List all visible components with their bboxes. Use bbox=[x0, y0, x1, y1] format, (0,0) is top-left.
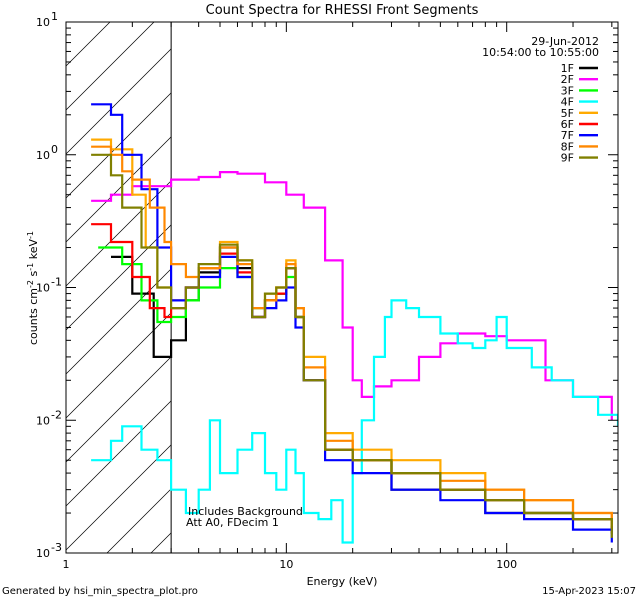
legend-label: 7F bbox=[561, 129, 574, 142]
footer-generated-by: Generated by hsi_min_spectra_plot.pro bbox=[2, 586, 198, 597]
series-4f bbox=[91, 299, 618, 544]
series-5f bbox=[91, 138, 613, 526]
y-tick-label: 10 bbox=[36, 547, 50, 560]
legend-label: 5F bbox=[561, 107, 574, 120]
legend-label: 6F bbox=[561, 118, 574, 131]
hatch-line bbox=[66, 400, 172, 507]
time-range-label: 10:54:00 to 10:55:00 bbox=[482, 46, 599, 59]
legend-label: 2F bbox=[561, 73, 574, 86]
y-axis-label: counts cm-2 s-1 keV-1 bbox=[26, 231, 41, 345]
series-8f bbox=[91, 145, 613, 526]
legend-label: 3F bbox=[561, 84, 574, 97]
hatch-line bbox=[66, 444, 172, 551]
hatch-line bbox=[66, 22, 155, 111]
legend-label: 9F bbox=[561, 152, 574, 165]
y-tick-label: 10 bbox=[36, 16, 50, 29]
x-axis-label: Energy (keV) bbox=[307, 575, 378, 588]
annotation-attenuator: Att A0, FDecim 1 bbox=[186, 516, 279, 529]
y-tick-label: 10 bbox=[36, 149, 50, 162]
series-2f bbox=[91, 171, 613, 421]
legend-label: 1F bbox=[561, 62, 574, 75]
series-layer bbox=[91, 22, 618, 553]
y-tick-label: 10 bbox=[36, 282, 50, 295]
y-tick-label-exponent: 1 bbox=[51, 10, 58, 23]
x-tick-label: 100 bbox=[496, 558, 517, 571]
y-tick-label-exponent: 0 bbox=[51, 143, 58, 156]
x-tick-label: 10 bbox=[279, 558, 293, 571]
annotation-background: Includes Background bbox=[188, 505, 303, 518]
legend-label: 4F bbox=[561, 96, 574, 109]
x-tick-label: 1 bbox=[63, 558, 70, 571]
chart-title: Count Spectra for RHESSI Front Segments bbox=[206, 3, 479, 18]
x-axis: 1 10 100 bbox=[63, 22, 613, 571]
series-9f bbox=[91, 153, 613, 538]
footer-timestamp: 15-Apr-2023 15:07 bbox=[542, 586, 636, 597]
date-label: 29-Jun-2012 bbox=[531, 35, 599, 48]
y-tick-label-exponent: -3 bbox=[51, 541, 62, 554]
hatch-line bbox=[66, 92, 172, 199]
legend-label: 8F bbox=[561, 140, 574, 153]
y-tick-label: 10 bbox=[36, 414, 50, 427]
hatched-region bbox=[66, 22, 172, 553]
hatch-line bbox=[66, 48, 172, 155]
hatch-line bbox=[66, 268, 172, 375]
y-tick-label-exponent: -1 bbox=[51, 276, 62, 289]
y-tick-label-exponent: -2 bbox=[51, 408, 62, 421]
series-7f bbox=[91, 103, 613, 543]
hatch-line bbox=[66, 224, 172, 331]
